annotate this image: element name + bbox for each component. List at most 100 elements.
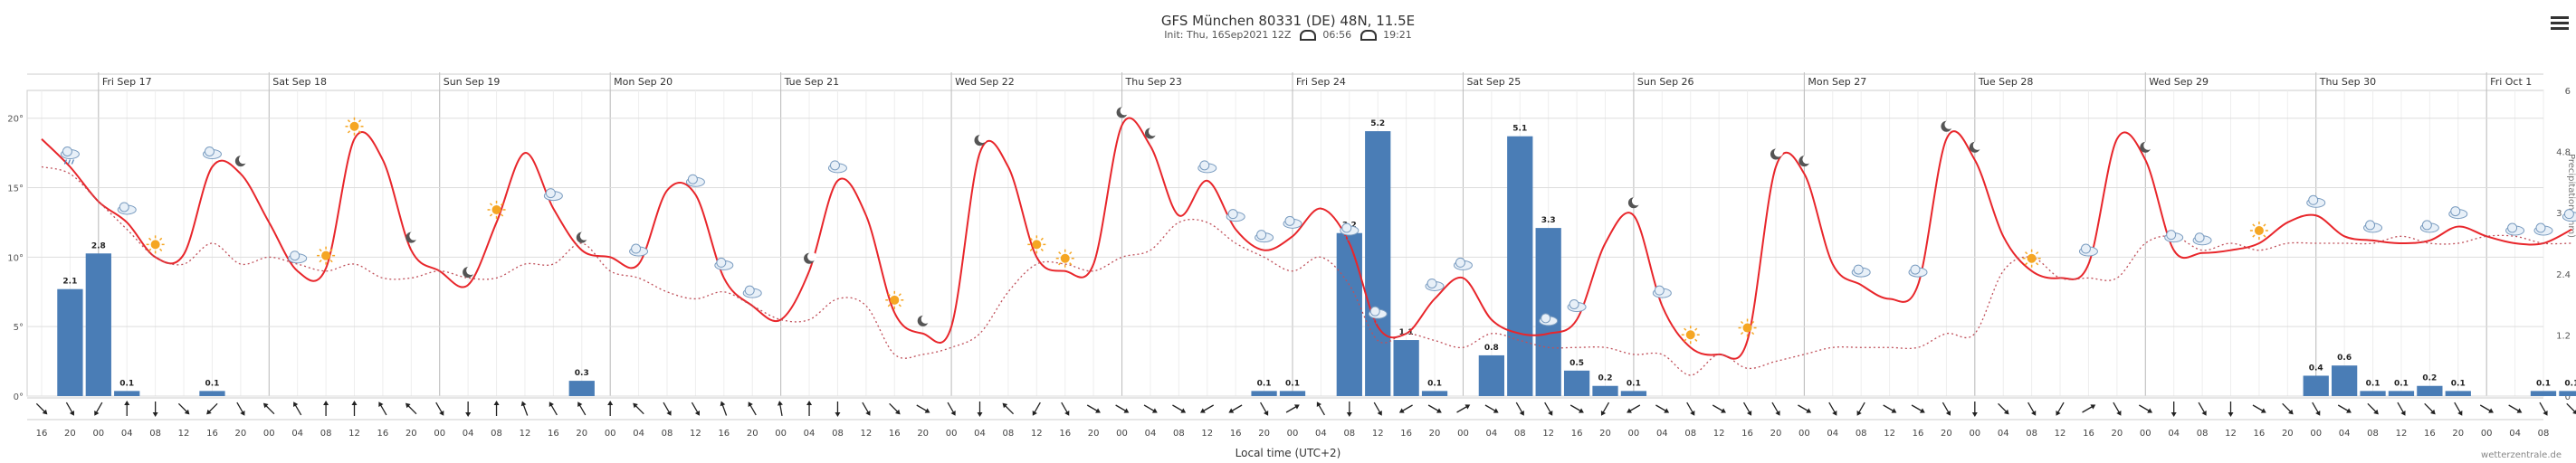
sun-ray	[148, 237, 152, 241]
wind-arrow-icon	[862, 402, 871, 416]
day-label: Mon Sep 20	[614, 76, 673, 88]
x-tick-label: 04	[463, 429, 474, 439]
sun-ray	[1751, 331, 1755, 335]
x-tick-label: 20	[1088, 429, 1100, 439]
weather-sun-icon	[1738, 318, 1757, 337]
wind-arrow-shaft	[264, 404, 275, 415]
cloud-puff	[2166, 230, 2177, 241]
wind-arrow-icon	[1032, 402, 1041, 416]
wind-arrow-head	[1180, 408, 1187, 413]
wind-arrow-shaft	[294, 403, 302, 416]
x-tick-label: 08	[1684, 429, 1696, 439]
precip-bar	[2530, 391, 2557, 396]
wind-arrow-icon	[1798, 404, 1812, 413]
wind-arrow-shaft	[1515, 402, 1523, 414]
weather-cloud-icon	[2306, 194, 2326, 208]
wind-arrow-head	[1151, 408, 1158, 413]
wind-arrow-shaft	[2508, 404, 2521, 412]
sun-ray	[1694, 327, 1698, 331]
x-tick-label: 00	[1628, 429, 1640, 439]
rain-drop	[71, 159, 74, 165]
cloud-puff	[1910, 264, 1921, 275]
wind-arrow-head	[378, 402, 384, 408]
y-tick-label-left: 10°	[7, 253, 24, 263]
x-tick-label: 16	[377, 429, 389, 439]
sun-ray	[358, 119, 362, 123]
weather-moon-icon	[405, 231, 419, 243]
moon-cutout	[409, 231, 419, 241]
x-tick-label: 20	[2282, 429, 2294, 439]
y-tick-label-right: 6	[2565, 87, 2571, 97]
sun-ray	[1740, 320, 1744, 325]
wind-arrow-icon	[1856, 402, 1865, 416]
precip-label: 0.1	[2536, 379, 2551, 388]
wind-arrow-head	[2260, 408, 2266, 413]
wind-arrow-shaft	[663, 402, 671, 414]
day-label: Wed Sep 22	[955, 76, 1015, 88]
wind-arrow-icon	[1373, 402, 1382, 416]
y-tick-label-left: 20°	[7, 115, 24, 125]
wind-arrow-head	[2488, 408, 2494, 413]
wind-arrow-shaft	[2198, 402, 2206, 414]
wind-arrow-shaft	[1742, 402, 1751, 414]
x-tick-label: 20	[1258, 429, 1270, 439]
wind-arrow-head	[1746, 410, 1752, 416]
precip-bar	[85, 253, 111, 396]
sun-ray	[159, 237, 163, 241]
moon-cutout	[1944, 119, 1954, 129]
x-tick-label: 04	[974, 429, 986, 439]
credit-link[interactable]: wetterzentrale.de	[2481, 450, 2562, 460]
x-tick-label: 08	[2026, 429, 2037, 439]
weather-moon-icon	[974, 134, 987, 146]
weather-cloud-icon	[685, 174, 705, 187]
wind-arrow-head	[633, 402, 638, 409]
wind-arrow-icon	[2228, 402, 2234, 417]
wind-arrow-icon	[2539, 402, 2548, 416]
x-tick-label: 12	[1201, 429, 1213, 439]
wind-arrow-head	[2457, 410, 2463, 416]
precip-bar	[2360, 391, 2386, 396]
cloud-puff	[2308, 194, 2319, 205]
x-tick-label: 04	[1145, 429, 1157, 439]
weather-cloud-icon	[827, 160, 847, 174]
weather-sun-icon	[1027, 235, 1046, 254]
wind-arrow-shaft	[1686, 402, 1694, 414]
wind-arrow-icon	[835, 402, 841, 417]
moon-cutout	[807, 251, 817, 261]
y-tick-label-right: 0	[2565, 392, 2571, 402]
wind-arrow-shaft	[95, 402, 103, 414]
day-label: Fri Oct 1	[2490, 76, 2532, 88]
precip-bar	[2417, 385, 2443, 396]
weather-cloud-icon	[1255, 230, 1274, 243]
menu-hamburger-icon[interactable]	[2551, 16, 2569, 31]
x-tick-label: 20	[234, 429, 246, 439]
moon-cutout	[1972, 140, 1982, 150]
sun-ray	[159, 248, 163, 251]
x-tick-label: 12	[690, 429, 701, 439]
sun-ray	[887, 293, 891, 297]
wind-arrow-head	[1346, 412, 1352, 417]
sun-disc	[491, 204, 501, 214]
sun-ray	[1684, 327, 1687, 331]
weather-rain-cloud-icon	[60, 146, 80, 165]
y-tick-label-left: 15°	[7, 184, 24, 194]
wind-arrow-head	[777, 401, 783, 406]
wind-arrow-shaft	[1942, 402, 1950, 414]
wind-arrow-head	[977, 412, 983, 417]
x-tick-label: 16	[718, 429, 730, 439]
x-tick-label: 08	[1173, 429, 1185, 439]
precip-bar	[1365, 131, 1391, 397]
cloud-puff	[1654, 285, 1665, 296]
wind-arrow-shaft	[916, 404, 929, 412]
wind-arrow-icon	[1398, 404, 1413, 413]
wind-arrow-shaft	[1655, 404, 1667, 412]
wind-arrow-head	[2288, 409, 2294, 415]
x-tick-label: 04	[1827, 429, 1838, 439]
wind-arrow-head	[152, 412, 158, 417]
wind-arrow-icon	[777, 401, 783, 416]
sun-ray	[1040, 237, 1044, 241]
weather-moon-icon	[2140, 140, 2153, 153]
sun-ray	[898, 293, 902, 297]
wind-arrow-icon	[1143, 404, 1158, 413]
